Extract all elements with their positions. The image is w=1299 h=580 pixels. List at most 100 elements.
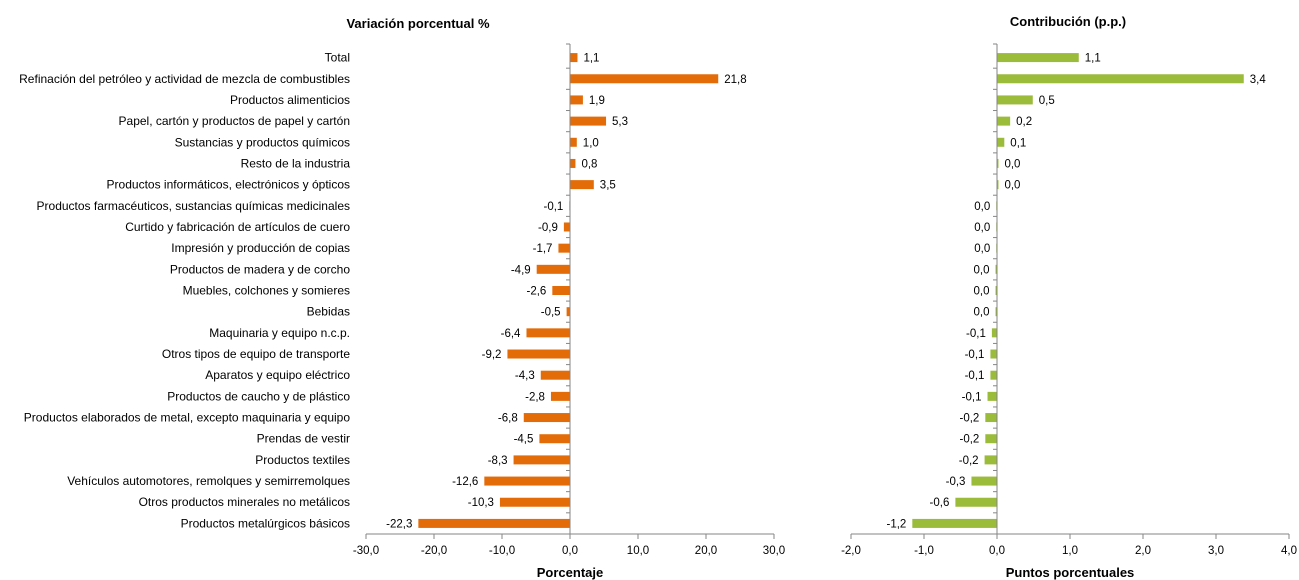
right-data-label: 0,0 — [974, 307, 990, 319]
left-bar — [570, 74, 719, 84]
right-data-label: -0,2 — [959, 455, 979, 467]
right-bar — [987, 391, 997, 401]
right-bar — [995, 286, 997, 295]
right-x-tick-label: 3,0 — [1208, 545, 1224, 557]
category-label: Papel, cartón y productos de papel y car… — [119, 114, 350, 128]
right-chart-plot: -2,0 -1,0 0,0 1,0 2,0 3,0 4,0 1,1 3,4 0,5 0,2 0,1 0,… — [841, 43, 1297, 557]
category-label: Productos de madera y de corcho — [170, 262, 350, 276]
right-data-label: 0,0 — [974, 201, 990, 213]
left-chart-plot: -30,0 -20,0 -10,0 0,0 10,0 20,0 30,0 1,1 21,8 1,9… — [19, 43, 785, 557]
left-x-tick-label: 10,0 — [627, 545, 649, 557]
right-bar — [997, 116, 1011, 126]
right-bar — [995, 307, 997, 317]
right-data-label: 0,1 — [1010, 137, 1026, 149]
left-data-label: -4,9 — [511, 264, 531, 276]
left-data-label: -2,8 — [525, 391, 545, 403]
left-bar — [563, 222, 570, 232]
right-x-axis-title: Puntos porcentuales — [1006, 565, 1135, 580]
right-data-label: -0,2 — [959, 434, 979, 446]
right-data-label: 0,2 — [1016, 116, 1032, 128]
right-chart-title: Contribución (p.p.) — [1010, 14, 1126, 29]
right-bar — [997, 95, 1033, 105]
left-bar — [570, 95, 583, 105]
left-data-label: 1,0 — [583, 137, 599, 149]
right-bar — [995, 264, 997, 274]
category-label: Bebidas — [307, 305, 350, 319]
left-x-tick-label: -10,0 — [489, 545, 515, 557]
category-label: Productos informáticos, electrónicos y ó… — [107, 178, 350, 192]
right-data-label: 0,0 — [974, 264, 990, 276]
right-bar — [990, 370, 997, 380]
left-bar — [558, 243, 570, 253]
category-label: Aparatos y equipo eléctrico — [205, 368, 350, 382]
left-bar — [540, 370, 570, 380]
right-x-tick-label: -1,0 — [914, 545, 934, 557]
category-label: Productos elaborados de metal, excepto m… — [24, 411, 351, 425]
right-data-label: 1,1 — [1085, 53, 1101, 65]
left-data-label: -0,1 — [543, 201, 563, 213]
left-data-label: -4,5 — [514, 434, 534, 446]
category-label: Curtido y fabricación de artículos de cu… — [125, 220, 350, 234]
left-x-tick-label: -30,0 — [353, 545, 379, 557]
left-data-label: -1,7 — [533, 243, 553, 255]
right-bar — [997, 180, 999, 190]
left-data-label: 21,8 — [724, 74, 746, 86]
category-label: Productos de caucho y de plástico — [167, 389, 350, 403]
left-bar — [550, 391, 570, 401]
category-label: Impresión y producción de copias — [171, 241, 350, 255]
left-bar — [570, 53, 578, 63]
left-data-label: -6,4 — [501, 328, 521, 340]
left-bar — [539, 434, 570, 444]
right-data-label: -0,1 — [965, 370, 985, 382]
right-data-label: 0,0 — [1004, 180, 1020, 192]
left-bar — [513, 455, 570, 465]
right-bar — [997, 158, 999, 168]
right-data-label: -0,1 — [965, 349, 985, 361]
left-data-label: -9,2 — [482, 349, 502, 361]
right-data-label: -0,6 — [930, 497, 950, 509]
right-data-label: -0,3 — [946, 476, 966, 488]
category-label: Refinación del petróleo y actividad de m… — [19, 72, 350, 86]
category-label: Resto de la industria — [241, 156, 351, 170]
right-data-label: -0,2 — [959, 413, 979, 425]
category-label: Productos farmacéuticos, sustancias quím… — [37, 199, 350, 213]
category-label: Total — [325, 51, 350, 65]
left-data-label: -22,3 — [386, 518, 412, 530]
category-label: Prendas de vestir — [257, 432, 350, 446]
category-label: Otros tipos de equipo de transporte — [162, 347, 350, 361]
left-data-label: -2,6 — [526, 286, 546, 298]
left-data-label: -8,3 — [488, 455, 508, 467]
left-data-label: -10,3 — [468, 497, 494, 509]
right-data-label: -1,2 — [886, 518, 906, 530]
category-label: Otros productos minerales no metálicos — [139, 495, 350, 509]
right-bar — [997, 74, 1244, 84]
right-x-tick-label: 2,0 — [1135, 545, 1151, 557]
left-data-label: 3,5 — [600, 180, 616, 192]
category-label: Muebles, colchones y somieres — [183, 284, 350, 298]
left-x-tick-label: 0,0 — [562, 545, 578, 557]
right-bar — [997, 137, 1005, 147]
left-bar — [418, 518, 570, 528]
right-bar — [984, 455, 997, 465]
left-data-label: -0,5 — [541, 307, 561, 319]
left-bar — [570, 158, 576, 168]
left-bar — [552, 286, 570, 295]
left-bar — [507, 349, 570, 359]
category-label: Sustancias y productos químicos — [175, 135, 350, 149]
left-data-label: -0,9 — [538, 222, 558, 234]
left-data-label: 1,9 — [589, 95, 605, 107]
left-data-label: 0,8 — [581, 158, 597, 170]
right-x-tick-label: -2,0 — [841, 545, 861, 557]
right-x-tick-label: 0,0 — [989, 545, 1005, 557]
left-x-tick-label: 30,0 — [763, 545, 785, 557]
category-label: Productos alimenticios — [230, 93, 350, 107]
right-x-tick-label: 4,0 — [1281, 545, 1297, 557]
right-x-tick-label: 1,0 — [1062, 545, 1078, 557]
right-data-label: 0,0 — [974, 243, 990, 255]
left-bar — [570, 137, 577, 147]
right-data-label: 0,0 — [974, 286, 990, 298]
left-bar — [536, 264, 570, 274]
category-label: Productos textiles — [255, 453, 350, 467]
left-bar — [523, 413, 570, 423]
